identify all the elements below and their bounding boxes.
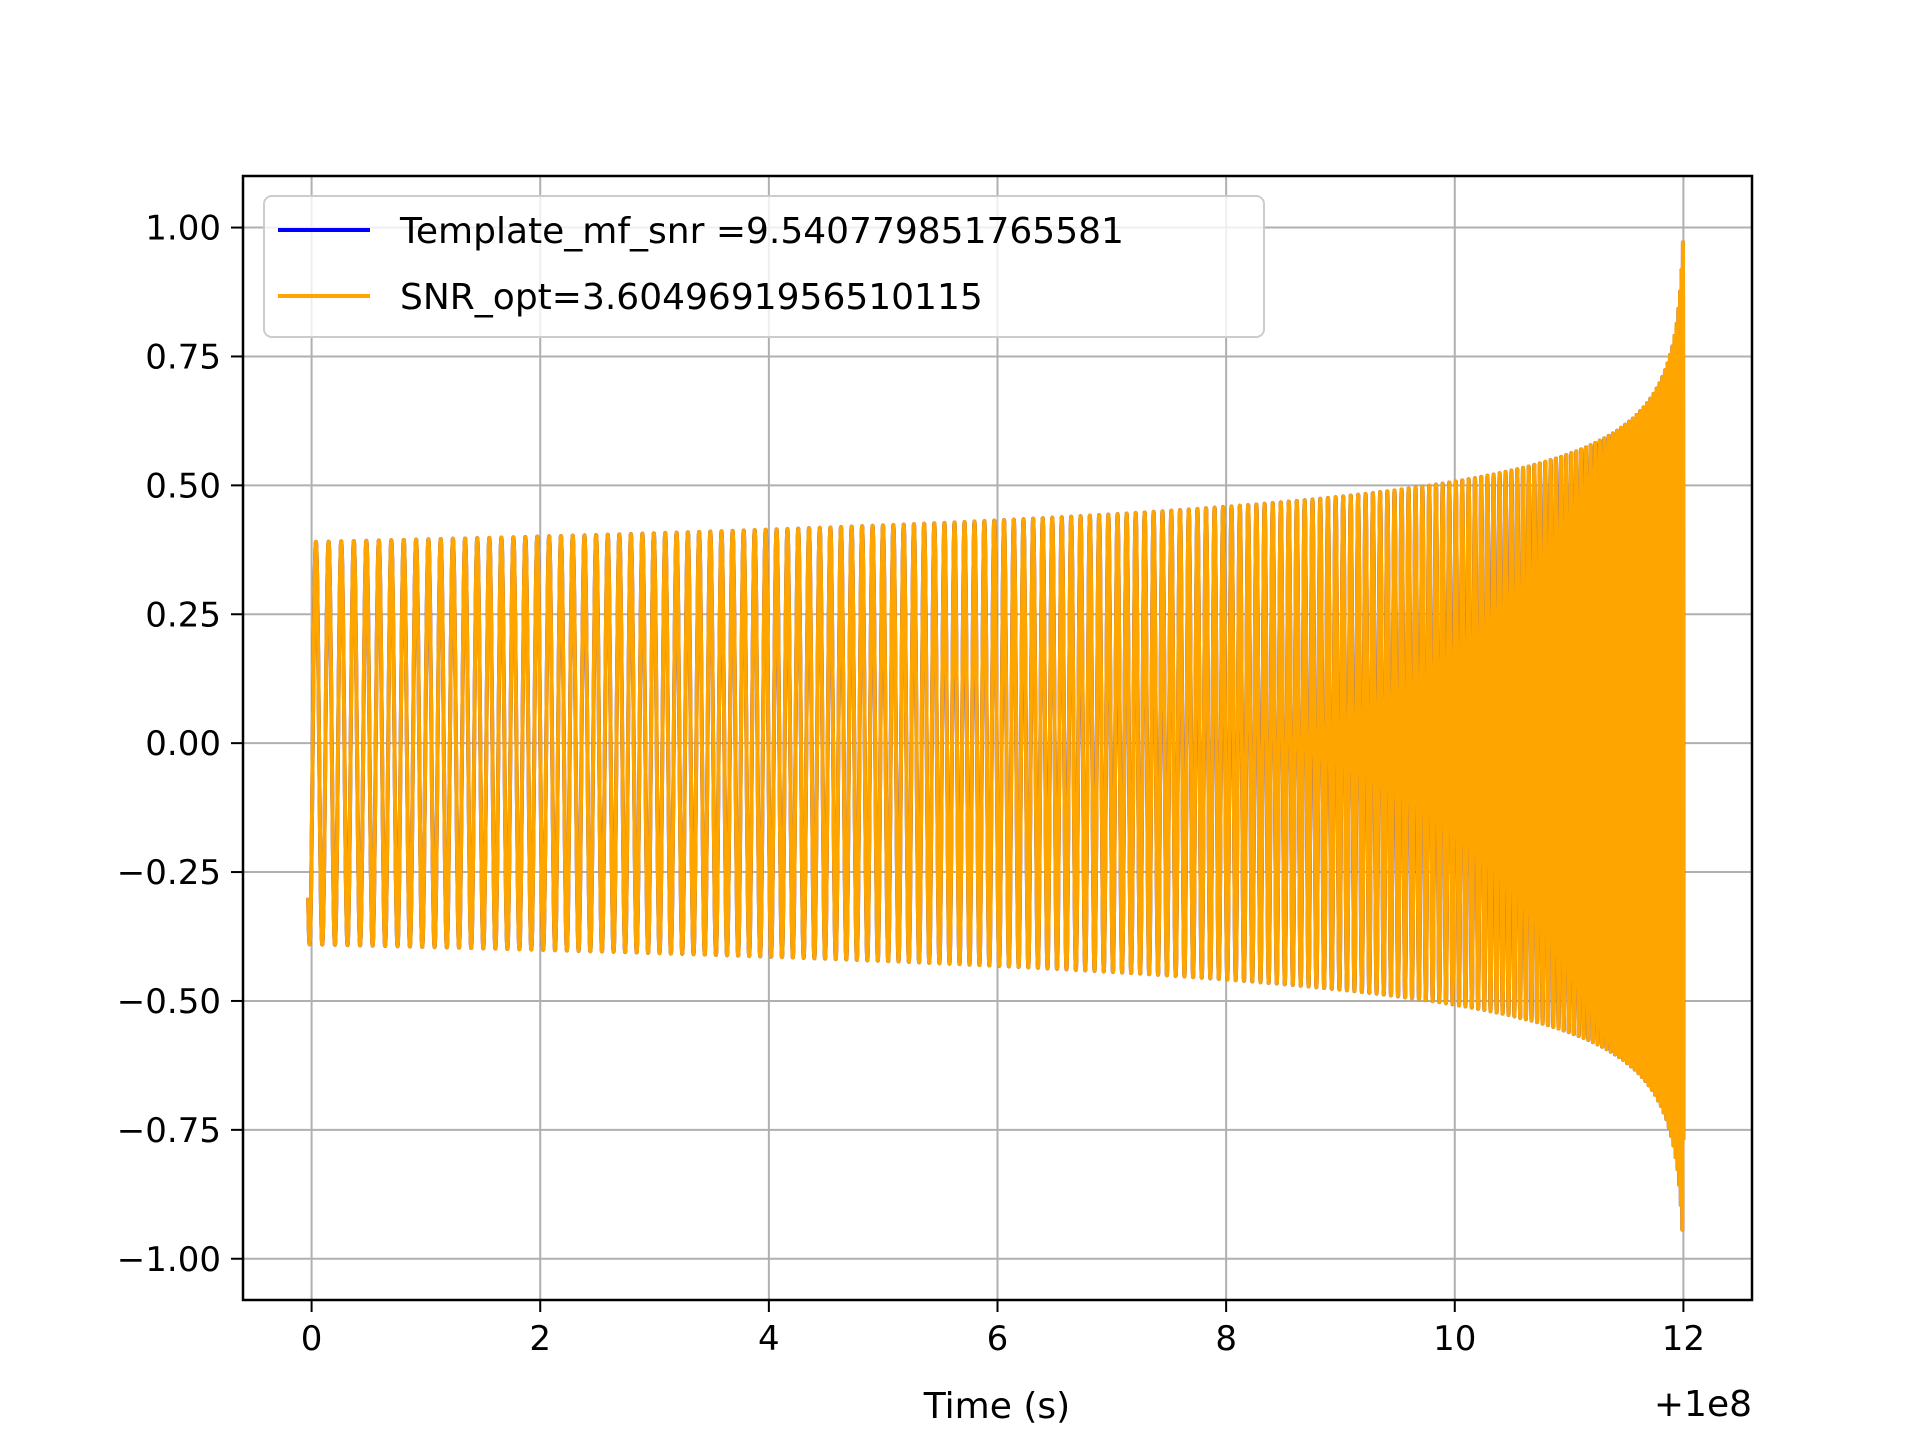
x-tick-label: 2 xyxy=(529,1319,551,1359)
y-tick-label: 0.50 xyxy=(145,466,221,506)
legend-box xyxy=(263,195,1265,338)
y-tick-label: 0.00 xyxy=(145,724,221,764)
y-tick-label: −1.00 xyxy=(117,1240,221,1280)
legend: Template_mf_snr =9.540779851765581 SNR_o… xyxy=(263,195,1265,338)
x-offset-label: +1e8 xyxy=(1654,1384,1752,1425)
x-tick-label: 12 xyxy=(1662,1319,1705,1359)
x-tick-label: 10 xyxy=(1433,1319,1476,1359)
x-tick-label: 8 xyxy=(1215,1319,1237,1359)
x-axis-label: Time (s) xyxy=(923,1386,1070,1427)
axis-ticks: 0 2 4 6 8 10 12 −1.00 −0.75 −0.50 −0.25 0.00 0.25 0.5… xyxy=(117,209,1705,1359)
x-tick-label: 4 xyxy=(758,1319,780,1359)
y-tick-label: 1.00 xyxy=(145,209,221,249)
y-tick-label: −0.25 xyxy=(117,853,221,893)
x-tick-label: 6 xyxy=(987,1319,1009,1359)
x-tick-label: 0 xyxy=(301,1319,323,1359)
y-tick-label: 0.25 xyxy=(145,595,221,635)
y-tick-label: −0.75 xyxy=(117,1111,221,1151)
y-tick-label: −0.50 xyxy=(117,982,221,1022)
legend-label-snr-opt: SNR_opt=3.6049691956510115 xyxy=(400,277,983,318)
y-tick-label: 0.75 xyxy=(145,337,221,377)
series-line-snr xyxy=(306,240,1686,1232)
series-layer xyxy=(306,240,1686,1232)
legend-label-template: Template_mf_snr =9.540779851765581 xyxy=(399,211,1124,252)
